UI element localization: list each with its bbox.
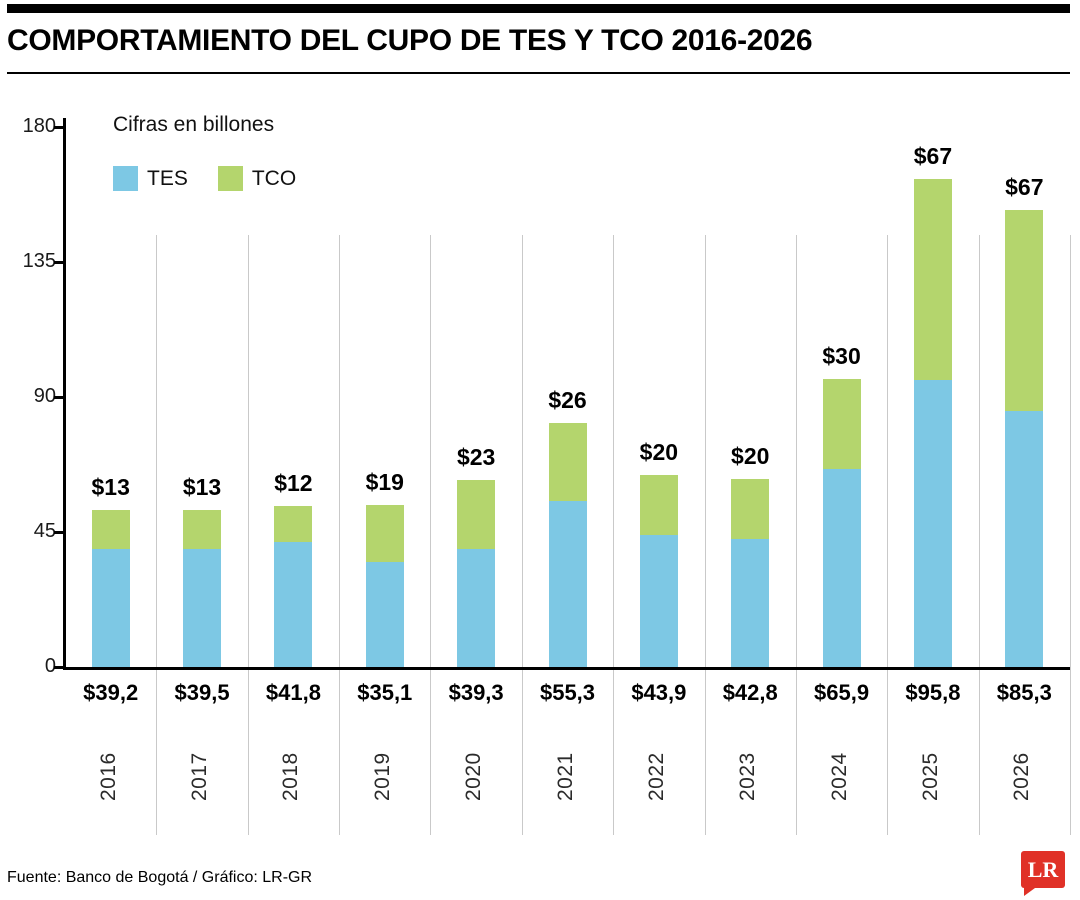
top-rule [7,4,1070,13]
column-separator [247,235,249,835]
bar-tes-2021 [548,501,587,667]
year-label: 2019 [370,752,394,802]
bar-tes-2023 [731,538,770,667]
column-separator [430,235,432,835]
y-axis-tick [54,126,63,129]
year-label: 2017 [188,752,212,802]
bar-tes-2022 [639,535,678,667]
year-label: 2025 [918,752,942,802]
bar-tes-2016 [91,549,130,667]
year-label: 2022 [644,752,668,802]
tco-value-label: $19 [365,468,404,495]
y-axis-label: 135 [22,250,56,272]
title-rule [7,72,1070,74]
legend-label-tco: TCO [251,166,297,190]
column-separator [339,235,341,835]
year-label: 2026 [1010,752,1034,802]
lr-logo: LR [1021,851,1065,896]
bar-tes-2018 [274,541,313,667]
y-axis-line [63,118,66,669]
bar-tco-2023 [731,478,770,539]
bar-tco-2024 [822,379,861,470]
tco-value-label: $23 [456,444,496,471]
tco-value-label: $30 [822,343,861,370]
tco-value-label: $20 [731,442,770,469]
bar-tes-2026 [1005,411,1044,667]
chart-subtitle: Cifras en billones [113,113,275,136]
bar-tco-2016 [91,510,130,550]
bar-tco-2022 [639,475,678,536]
y-axis-tick [54,666,63,669]
lr-logo-text: LR [1027,856,1059,882]
tes-value-label: $85,3 [996,680,1052,705]
tco-value-label: $12 [274,469,313,496]
tes-value-label: $65,9 [814,680,870,705]
year-label: 2016 [96,752,120,802]
tes-value-label: $39,5 [174,680,230,705]
y-axis-tick [54,396,63,399]
bar-tco-2026 [1005,210,1044,412]
legend-swatch-tes [113,166,138,191]
column-separator [887,235,889,835]
bar-tco-2017 [183,509,222,549]
bar-tes-2020 [457,549,496,667]
year-label: 2020 [462,752,486,802]
y-axis-label: 90 [33,385,56,407]
chart-title: COMPORTAMIENTO DEL CUPO DE TES Y TCO 201… [7,24,813,57]
tco-value-label: $13 [91,474,130,501]
tco-value-label: $13 [182,473,222,500]
x-axis-line [63,667,1070,670]
y-axis-label: 180 [22,115,56,137]
bar-tes-2024 [822,469,861,667]
source-note: Fuente: Banco de Bogotá / Gráfico: LR-GR [7,869,313,886]
tco-value-label: $26 [548,387,587,414]
bar-tes-2019 [365,561,404,667]
tco-value-label: $20 [639,439,679,466]
y-axis-tick [54,261,63,264]
column-separator [795,235,797,835]
tco-value-label: $67 [1005,174,1044,201]
tes-value-label: $42,8 [722,680,778,705]
tes-value-label: $43,9 [631,680,687,705]
column-separator [704,235,706,835]
tes-value-label: $41,8 [265,680,321,705]
year-label: 2018 [279,752,303,802]
y-axis-label: 0 [44,655,56,677]
year-label: 2021 [553,752,577,802]
tes-value-label: $95,8 [905,680,961,705]
column-separator [1070,235,1071,835]
bar-tco-2025 [913,178,952,380]
legend: TES TCO [113,166,326,191]
bar-tes-2025 [913,379,952,667]
column-separator [978,235,980,835]
legend-label-tes: TES [147,166,188,190]
bar-tco-2018 [274,505,313,542]
bar-tco-2021 [548,423,587,502]
tes-value-label: $35,1 [357,680,413,705]
bar-tco-2020 [457,480,496,550]
tes-value-label: $39,3 [448,680,504,705]
tco-value-label: $67 [913,142,953,169]
bar-tco-2019 [365,504,404,562]
bar-tes-2017 [183,548,222,667]
tes-value-label: $39,2 [83,680,139,705]
tes-value-label: $55,3 [539,680,596,705]
column-separator [156,235,158,835]
y-axis-tick [54,531,63,534]
year-label: 2024 [827,752,851,802]
column-separator [613,235,615,835]
year-label: 2023 [736,752,760,802]
y-axis-label: 45 [33,520,56,542]
column-separator [521,235,523,835]
legend-swatch-tco [217,166,243,191]
